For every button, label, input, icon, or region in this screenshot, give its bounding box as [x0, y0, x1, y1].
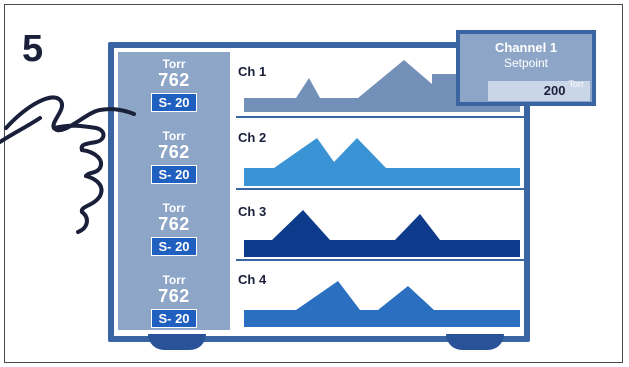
setpoint-popup: Channel 1 Setpoint 200 Torr	[456, 30, 596, 106]
channel-2-readout: Torr 762 S- 20	[118, 130, 230, 184]
pressure-value: 762	[158, 214, 190, 234]
popup-title: Channel 1	[494, 40, 558, 55]
channel-3-label: Ch 3	[238, 204, 267, 219]
channel-1-readout: Torr 762 S- 20	[118, 58, 230, 112]
row-divider	[236, 188, 530, 190]
channel-2-label: Ch 2	[238, 130, 267, 145]
row-divider	[236, 116, 530, 118]
pressure-unit: Torr	[162, 201, 186, 215]
channel-1-waveform	[244, 60, 520, 112]
step-number: 5	[22, 28, 44, 70]
monitor-foot-left	[148, 334, 206, 350]
pressure-value: 762	[158, 286, 190, 306]
channel-3-waveform	[244, 210, 520, 257]
setpoint-badge[interactable]: S- 20	[151, 93, 197, 112]
pressure-unit: Torr	[162, 129, 186, 143]
pressure-value: 762	[158, 70, 190, 90]
channel-2-waveform	[244, 138, 520, 186]
setpoint-badge[interactable]: S- 20	[151, 309, 197, 328]
setpoint-unit: Torr	[568, 79, 585, 89]
channel-4-readout: Torr 762 S- 20	[118, 274, 230, 328]
pressure-unit: Torr	[162, 273, 186, 287]
pointing-hand-icon	[0, 95, 136, 234]
setpoint-badge[interactable]: S- 20	[151, 165, 197, 184]
channel-3-readout: Torr 762 S- 20	[118, 202, 230, 256]
pressure-value: 762	[158, 142, 190, 162]
setpoint-value: 200	[543, 83, 566, 98]
setpoint-field[interactable]: 200 Torr	[488, 79, 590, 101]
channel-1-label: Ch 1	[238, 64, 267, 79]
channel-4-waveform	[244, 281, 520, 327]
monitor-foot-right	[446, 334, 504, 350]
figure-border	[4, 4, 623, 363]
popup-subtitle: Setpoint	[503, 56, 549, 70]
channel-4-label: Ch 4	[238, 272, 267, 287]
setpoint-badge[interactable]: S- 20	[151, 237, 197, 256]
pressure-unit: Torr	[162, 57, 186, 71]
row-divider	[236, 259, 530, 261]
